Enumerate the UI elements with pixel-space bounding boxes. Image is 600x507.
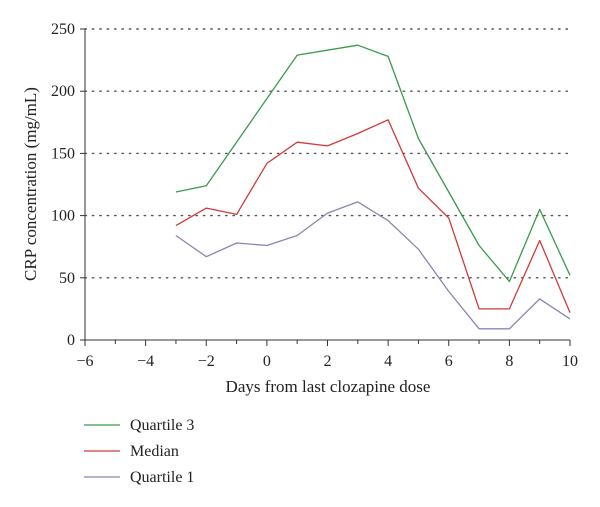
x-axis-title: Days from last clozapine dose (226, 377, 431, 396)
y-tick-label: 250 (51, 21, 75, 38)
y-tick-label: 200 (51, 83, 75, 100)
x-tick-label: −2 (198, 353, 215, 370)
x-tick-label: −6 (76, 353, 93, 370)
series-line-median (175, 119, 571, 313)
x-tick-label: 8 (505, 353, 513, 370)
legend-label: Quartile 1 (130, 469, 194, 486)
series-line-quartile-1 (175, 201, 571, 330)
y-tick-label: 100 (51, 208, 75, 225)
legend-label: Median (130, 443, 179, 460)
series-line-quartile-3 (175, 44, 571, 283)
x-tick-label: 10 (562, 353, 578, 370)
x-tick-label: 4 (384, 353, 392, 370)
axes (84, 29, 570, 341)
x-tick-label: 2 (324, 353, 332, 370)
ticks: 0 50 100 150 200 250 −6 −4 −2 0 2 4 6 8 10 (51, 21, 578, 370)
y-tick-label: 50 (59, 270, 75, 287)
grid (84, 28, 571, 279)
x-tick-label: 6 (445, 353, 453, 370)
y-tick-label: 150 (51, 145, 75, 162)
legend: Quartile 3 Median Quartile 1 (84, 417, 194, 486)
x-tick-label: −4 (137, 353, 154, 370)
x-tick-label: 0 (263, 353, 271, 370)
y-axis-title: CRP concentration (mg/mL) (21, 87, 40, 281)
series (175, 44, 571, 330)
y-tick-label: 0 (67, 332, 75, 349)
legend-label: Quartile 3 (130, 417, 194, 434)
